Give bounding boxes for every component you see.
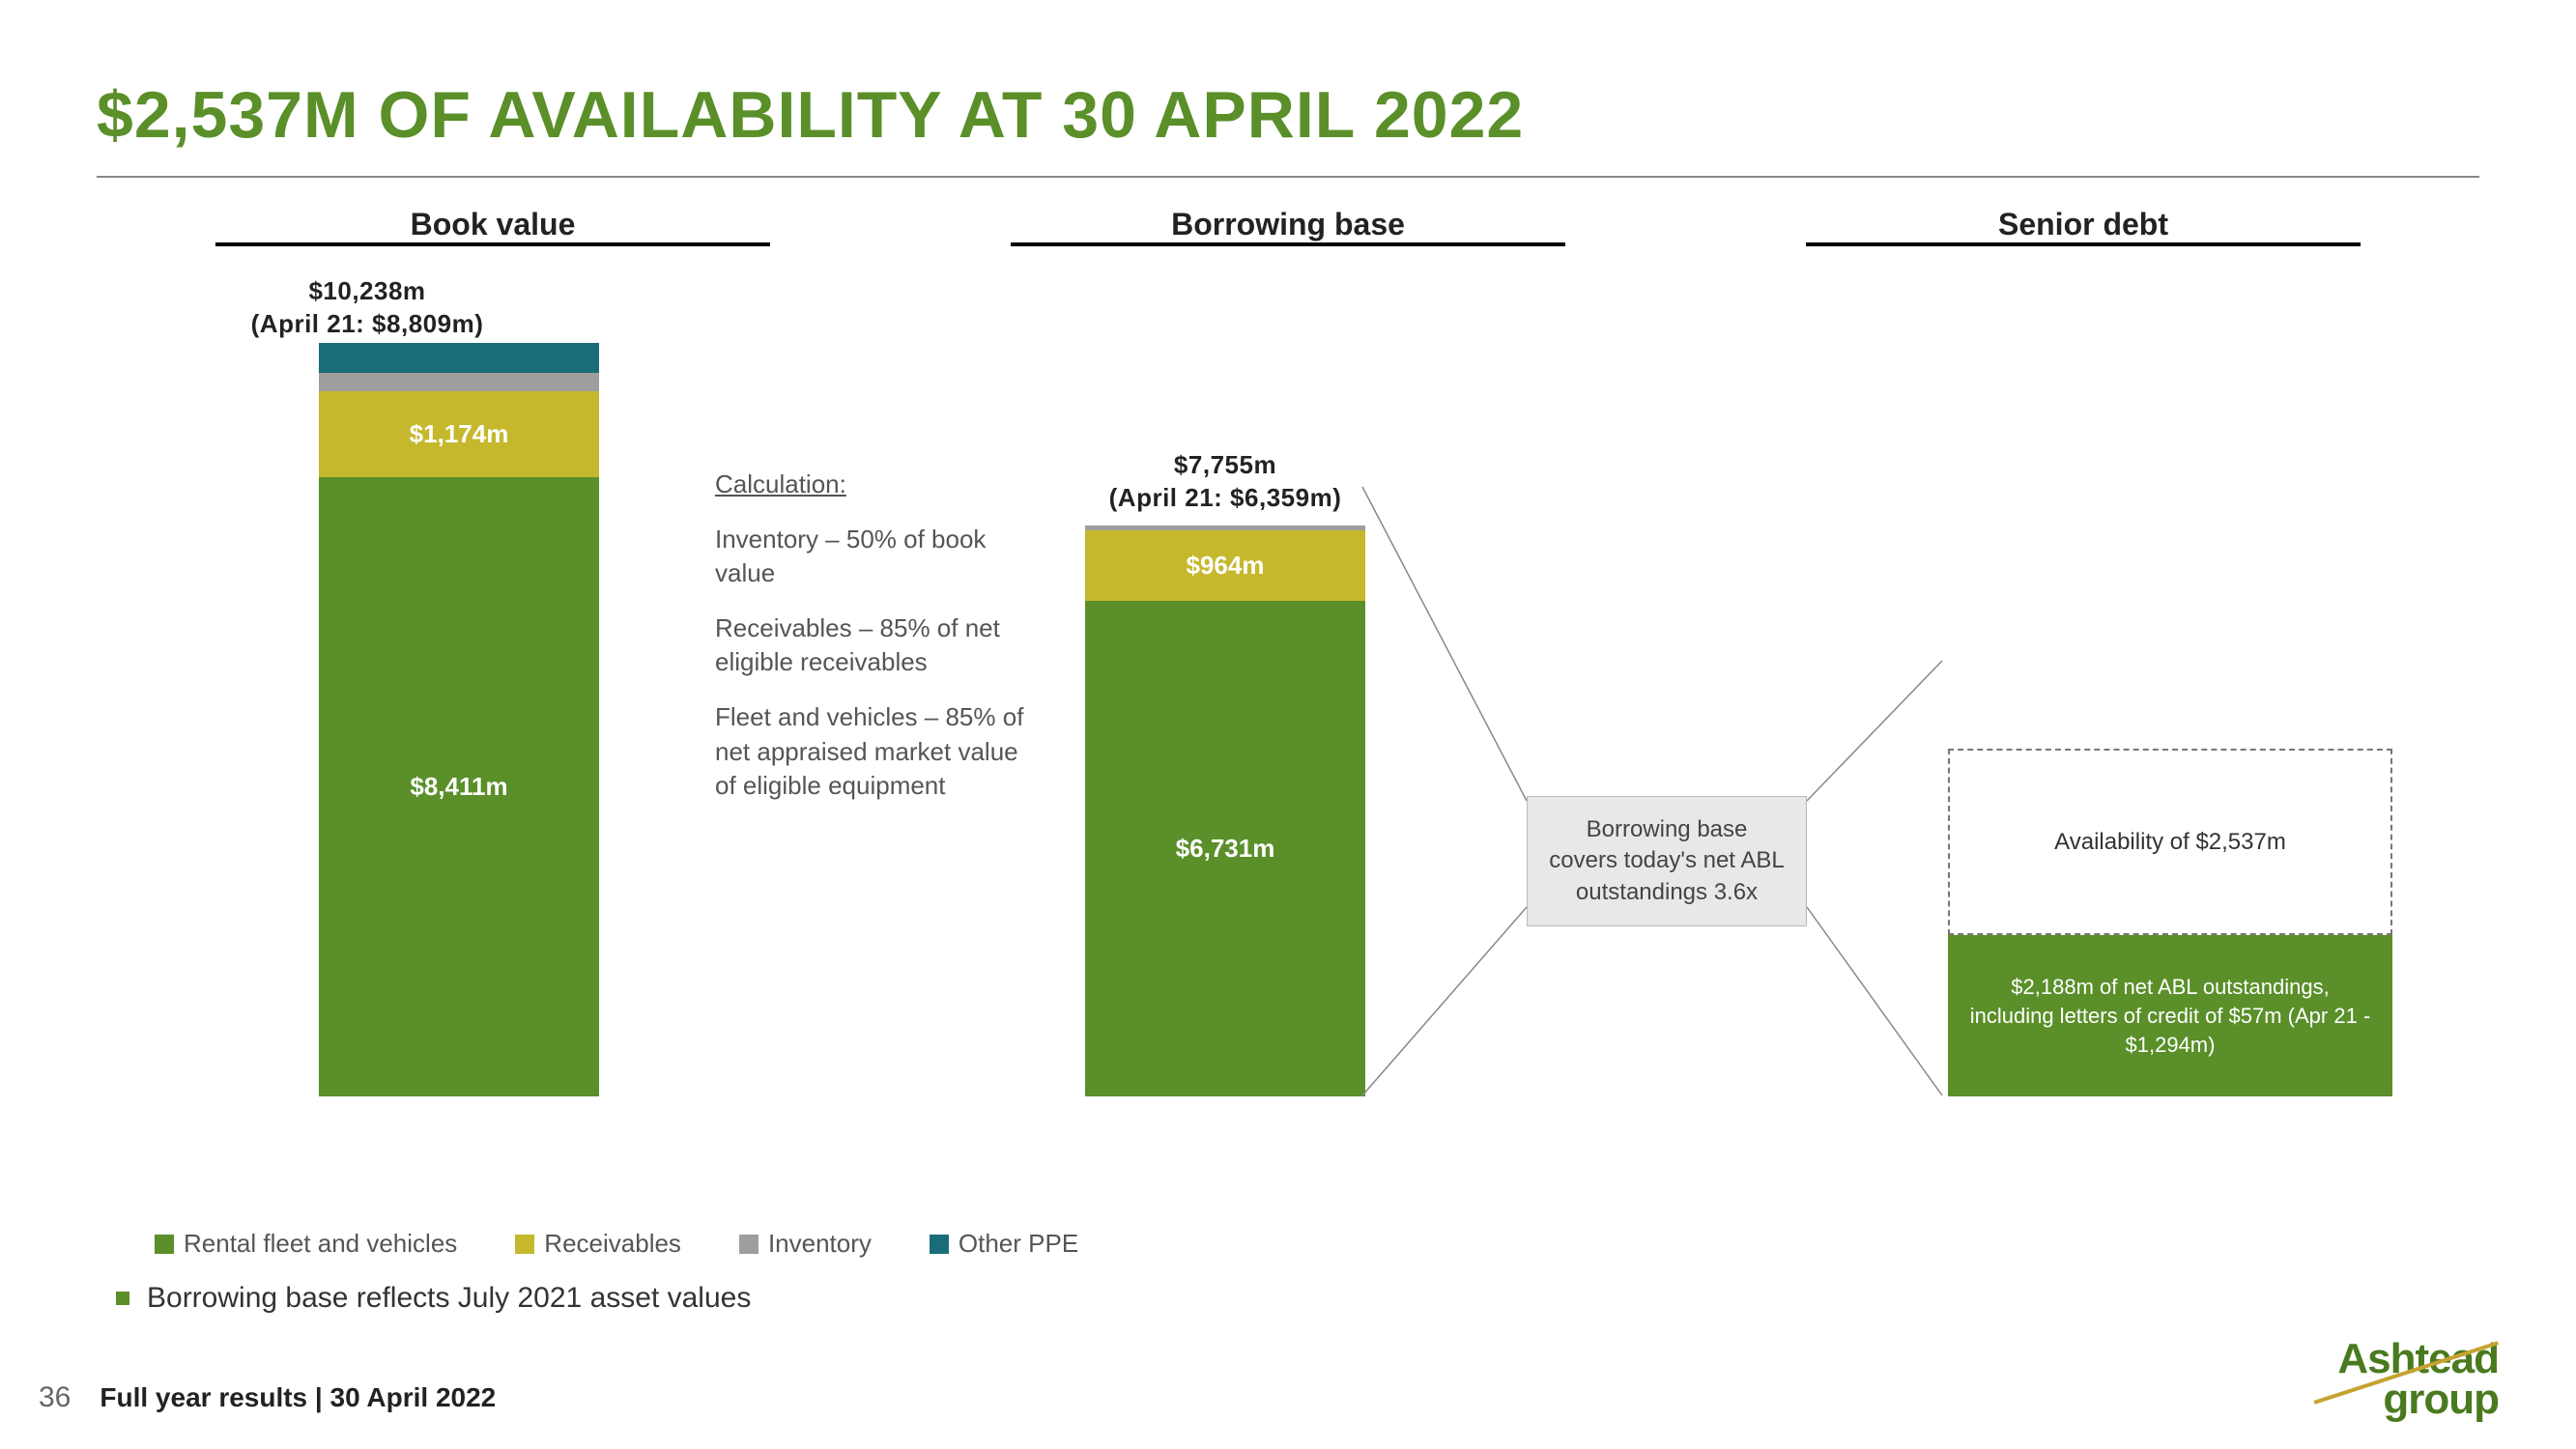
stack-book-value: $1,174m$8,411m [319, 343, 599, 1096]
coverage-callout: Borrowing base covers today's net ABL ou… [1527, 796, 1807, 926]
legend: Rental fleet and vehicles Receivables Inve… [97, 1229, 2479, 1259]
legend-swatch [155, 1235, 174, 1254]
logo: Ashtead group [2305, 1341, 2499, 1420]
segment-receivables: $964m [1085, 530, 1365, 601]
col-rule [215, 242, 770, 246]
col-header-borrowing-base: Borrowing base [1011, 207, 1565, 242]
legend-swatch [739, 1235, 758, 1254]
page-title: $2,537M OF AVAILABILITY AT 30 APRIL 2022 [97, 77, 2479, 153]
legend-item: Inventory [739, 1229, 872, 1259]
legend-label: Inventory [768, 1229, 872, 1259]
legend-swatch [515, 1235, 534, 1254]
bar-area-borrowing-base: $7,755m (April 21: $6,359m) $964m$6,731m [892, 266, 1684, 1096]
segment-receivables: $1,174m [319, 391, 599, 477]
col-borrowing-base: Borrowing base $7,755m (April 21: $6,359… [892, 207, 1684, 1096]
logo-text-2: group [2305, 1379, 2499, 1420]
segment-inventory [319, 373, 599, 390]
columns-container: Book value $10,238m (April 21: $8,809m) … [97, 207, 2479, 1211]
bullet-line: Borrowing base reflects July 2021 asset … [97, 1282, 2479, 1315]
col-header-senior-debt: Senior debt [1806, 207, 2361, 242]
book-value-total: $10,238m (April 21: $8,809m) [97, 275, 889, 341]
footer: 36 Full year results | 30 April 2022 [39, 1381, 496, 1414]
borrowing-base-total-l2: (April 21: $6,359m) [1109, 483, 1342, 512]
coverage-callout-text: Borrowing base covers today's net ABL ou… [1549, 816, 1784, 905]
legend-swatch [930, 1235, 949, 1254]
availability-label: Availability of $2,537m [2054, 829, 2286, 856]
bullet-icon [116, 1292, 129, 1305]
legend-item: Rental fleet and vehicles [155, 1229, 457, 1259]
legend-item: Receivables [515, 1229, 681, 1259]
legend-item: Other PPE [930, 1229, 1078, 1259]
col-rule [1011, 242, 1565, 246]
segment-other_ppe [319, 343, 599, 373]
availability-box: Availability of $2,537m [1948, 749, 2392, 935]
stack-borrowing-base: $964m$6,731m [1085, 526, 1365, 1096]
book-value-total-l2: (April 21: $8,809m) [251, 309, 484, 338]
title-rule [97, 176, 2479, 178]
legend-label: Receivables [544, 1229, 681, 1259]
legend-label: Rental fleet and vehicles [184, 1229, 457, 1259]
col-rule [1806, 242, 2361, 246]
bar-area-senior-debt: Availability of $2,537m $2,188m of net A… [1687, 266, 2479, 1096]
segment-rental: $8,411m [319, 477, 599, 1096]
footer-text: Full year results | 30 April 2022 [100, 1382, 496, 1413]
segment-rental: $6,731m [1085, 601, 1365, 1096]
borrowing-base-total: $7,755m (April 21: $6,359m) [892, 449, 1684, 515]
col-header-book-value: Book value [215, 207, 770, 242]
col-senior-debt: Senior debt Availability of $2,537m $2,1… [1687, 207, 2479, 1096]
net-abl-box: $2,188m of net ABL outstandings, includi… [1948, 935, 2392, 1096]
bullet-text: Borrowing base reflects July 2021 asset … [147, 1282, 751, 1315]
book-value-total-l1: $10,238m [308, 276, 425, 305]
net-abl-label: $2,188m of net ABL outstandings, includi… [1967, 973, 2373, 1059]
legend-label: Other PPE [959, 1229, 1078, 1259]
page-number: 36 [39, 1381, 71, 1414]
borrowing-base-total-l1: $7,755m [1174, 450, 1276, 479]
